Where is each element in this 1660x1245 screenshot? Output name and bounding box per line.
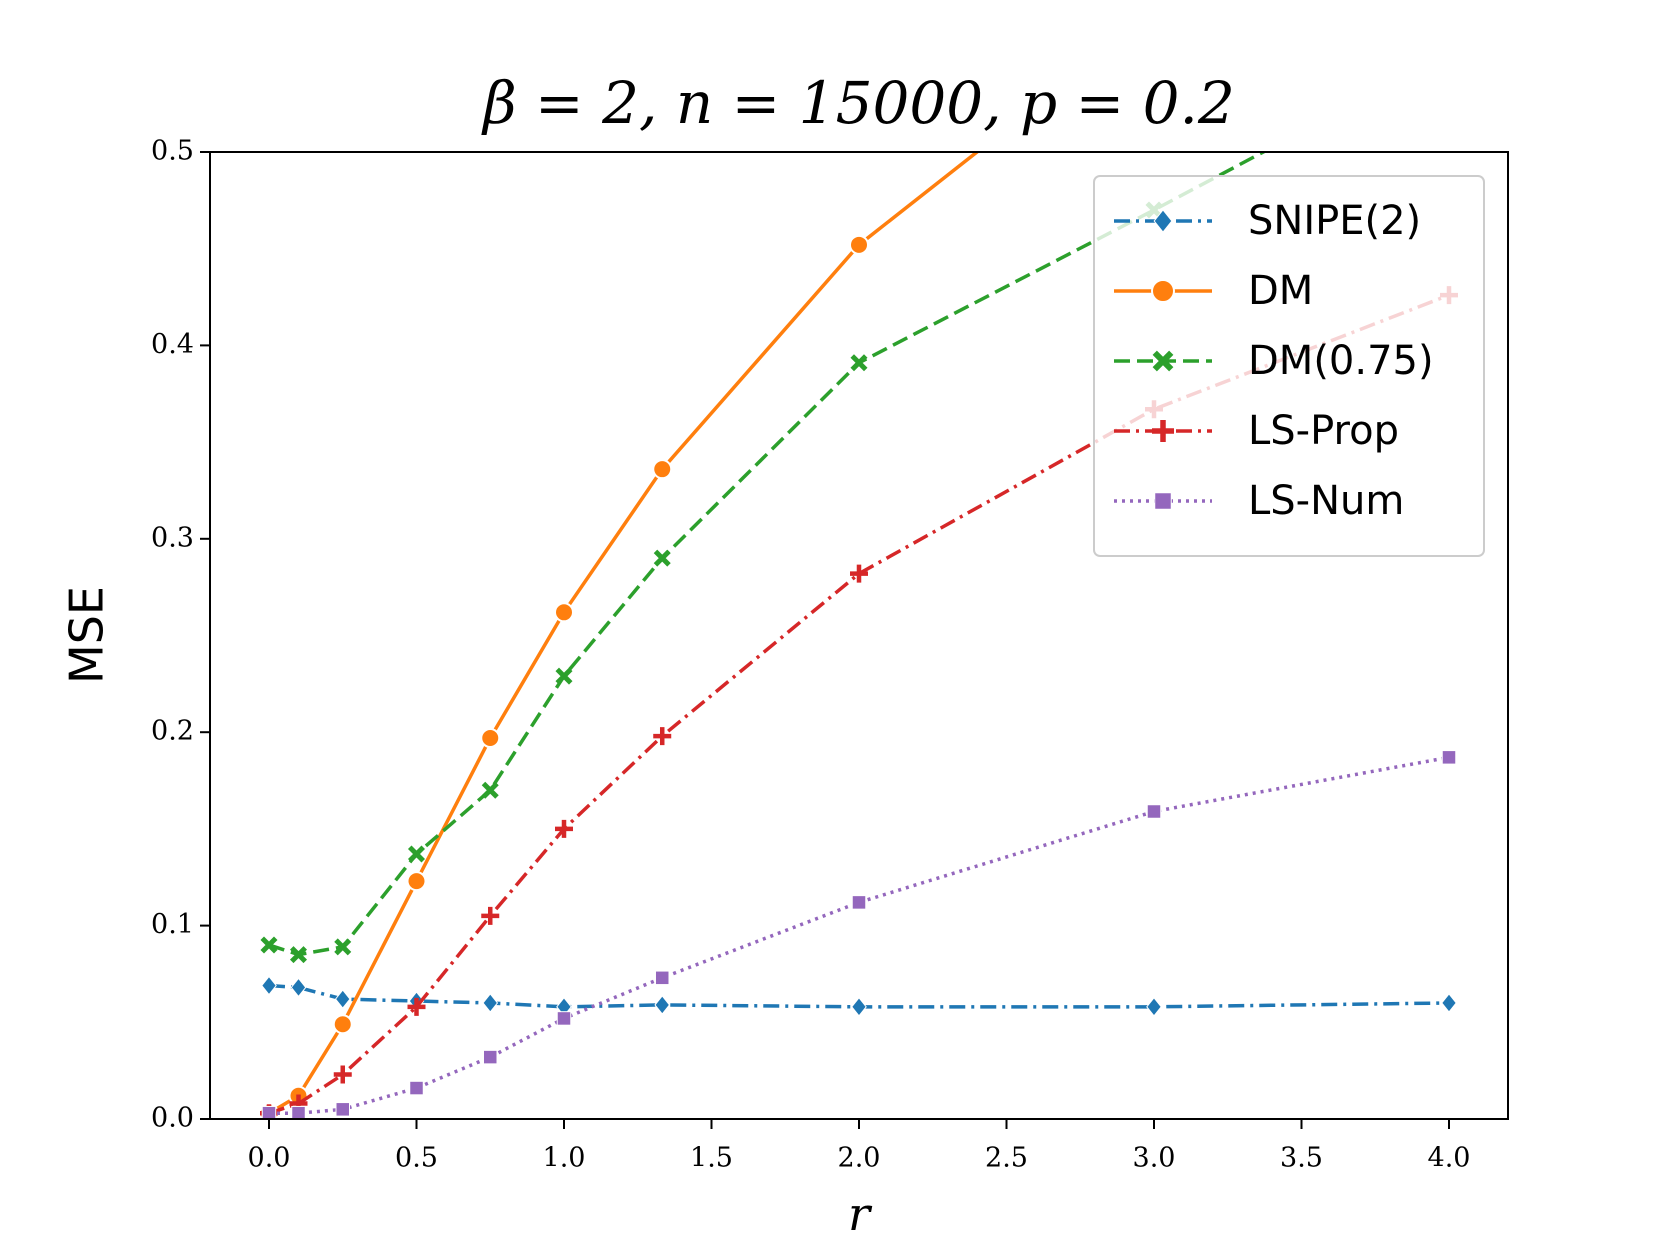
- marker: [481, 781, 499, 799]
- marker: [654, 970, 670, 986]
- series-line: [269, 755, 1450, 1115]
- y-axis-label: MSE: [60, 586, 114, 684]
- legend-label: LS-Prop: [1248, 408, 1399, 454]
- y-tick-label: 0.3: [151, 522, 194, 553]
- marker: [850, 354, 868, 372]
- marker: [653, 549, 671, 567]
- marker: [480, 728, 501, 749]
- plot-area: [259, 152, 1458, 1119]
- marker: [406, 871, 427, 892]
- x-tick-label: 2.0: [838, 1143, 881, 1174]
- x-tick-label: 3.5: [1280, 1143, 1323, 1174]
- series-line: [268, 152, 1267, 957]
- marker: [333, 1065, 352, 1084]
- marker: [1154, 492, 1172, 510]
- x-axis-label: r: [848, 1187, 873, 1241]
- marker: [1151, 279, 1175, 303]
- marker: [334, 989, 351, 1009]
- marker: [409, 1080, 424, 1096]
- y-tick-label: 0.2: [151, 716, 194, 747]
- x-tick-label: 4.0: [1428, 1143, 1471, 1174]
- marker: [482, 993, 499, 1013]
- marker: [290, 977, 307, 998]
- marker: [556, 1011, 572, 1026]
- marker: [555, 819, 573, 838]
- x-tick-label: 1.5: [690, 1143, 733, 1174]
- y-tick-label: 0.4: [151, 329, 194, 360]
- legend-label: DM: [1248, 268, 1313, 314]
- marker: [1146, 804, 1162, 819]
- marker: [1441, 750, 1457, 765]
- marker: [332, 1014, 353, 1035]
- marker: [851, 997, 867, 1017]
- series-line: [268, 983, 1450, 1009]
- marker: [1441, 993, 1457, 1013]
- marker: [260, 936, 278, 954]
- marker: [407, 845, 426, 863]
- marker: [1152, 420, 1174, 442]
- marker: [261, 975, 277, 996]
- marker: [483, 1049, 498, 1065]
- marker: [850, 564, 868, 583]
- marker: [334, 938, 352, 956]
- marker: [652, 459, 673, 480]
- legend: SNIPE(2) DM DM(0.75) LS-Prop LS-Num: [1093, 175, 1485, 557]
- marker: [653, 727, 672, 746]
- x-tick-label: 1.0: [543, 1143, 586, 1174]
- x-tick-label: 0.0: [248, 1143, 291, 1174]
- marker: [407, 997, 426, 1016]
- marker: [261, 1105, 277, 1119]
- legend-label: LS-Num: [1248, 478, 1404, 524]
- series-line: [268, 293, 1450, 1115]
- series-line: [268, 152, 980, 1115]
- x-tick-label: 3.0: [1133, 1143, 1176, 1174]
- marker: [335, 1102, 350, 1117]
- marker: [1152, 350, 1174, 372]
- marker: [289, 946, 308, 964]
- marker: [849, 234, 869, 255]
- legend-box: [1093, 175, 1485, 557]
- marker: [654, 995, 671, 1015]
- marker: [851, 895, 867, 910]
- legend-label: DM(0.75): [1248, 338, 1434, 384]
- marker: [291, 1105, 306, 1119]
- marker: [1153, 209, 1173, 233]
- y-tick-label: 0.5: [151, 136, 194, 167]
- x-tick-label: 0.5: [395, 1143, 438, 1174]
- y-tick-label: 0.1: [151, 909, 194, 940]
- marker: [1146, 997, 1162, 1017]
- x-tick-label: 2.5: [985, 1143, 1028, 1174]
- y-tick-label: 0.0: [151, 1103, 194, 1134]
- marker: [555, 667, 573, 685]
- marker: [481, 906, 500, 925]
- legend-label: SNIPE(2): [1248, 198, 1421, 244]
- chart-title: β = 2, n = 15000, p = 0.2: [481, 69, 1235, 137]
- marker: [554, 602, 574, 623]
